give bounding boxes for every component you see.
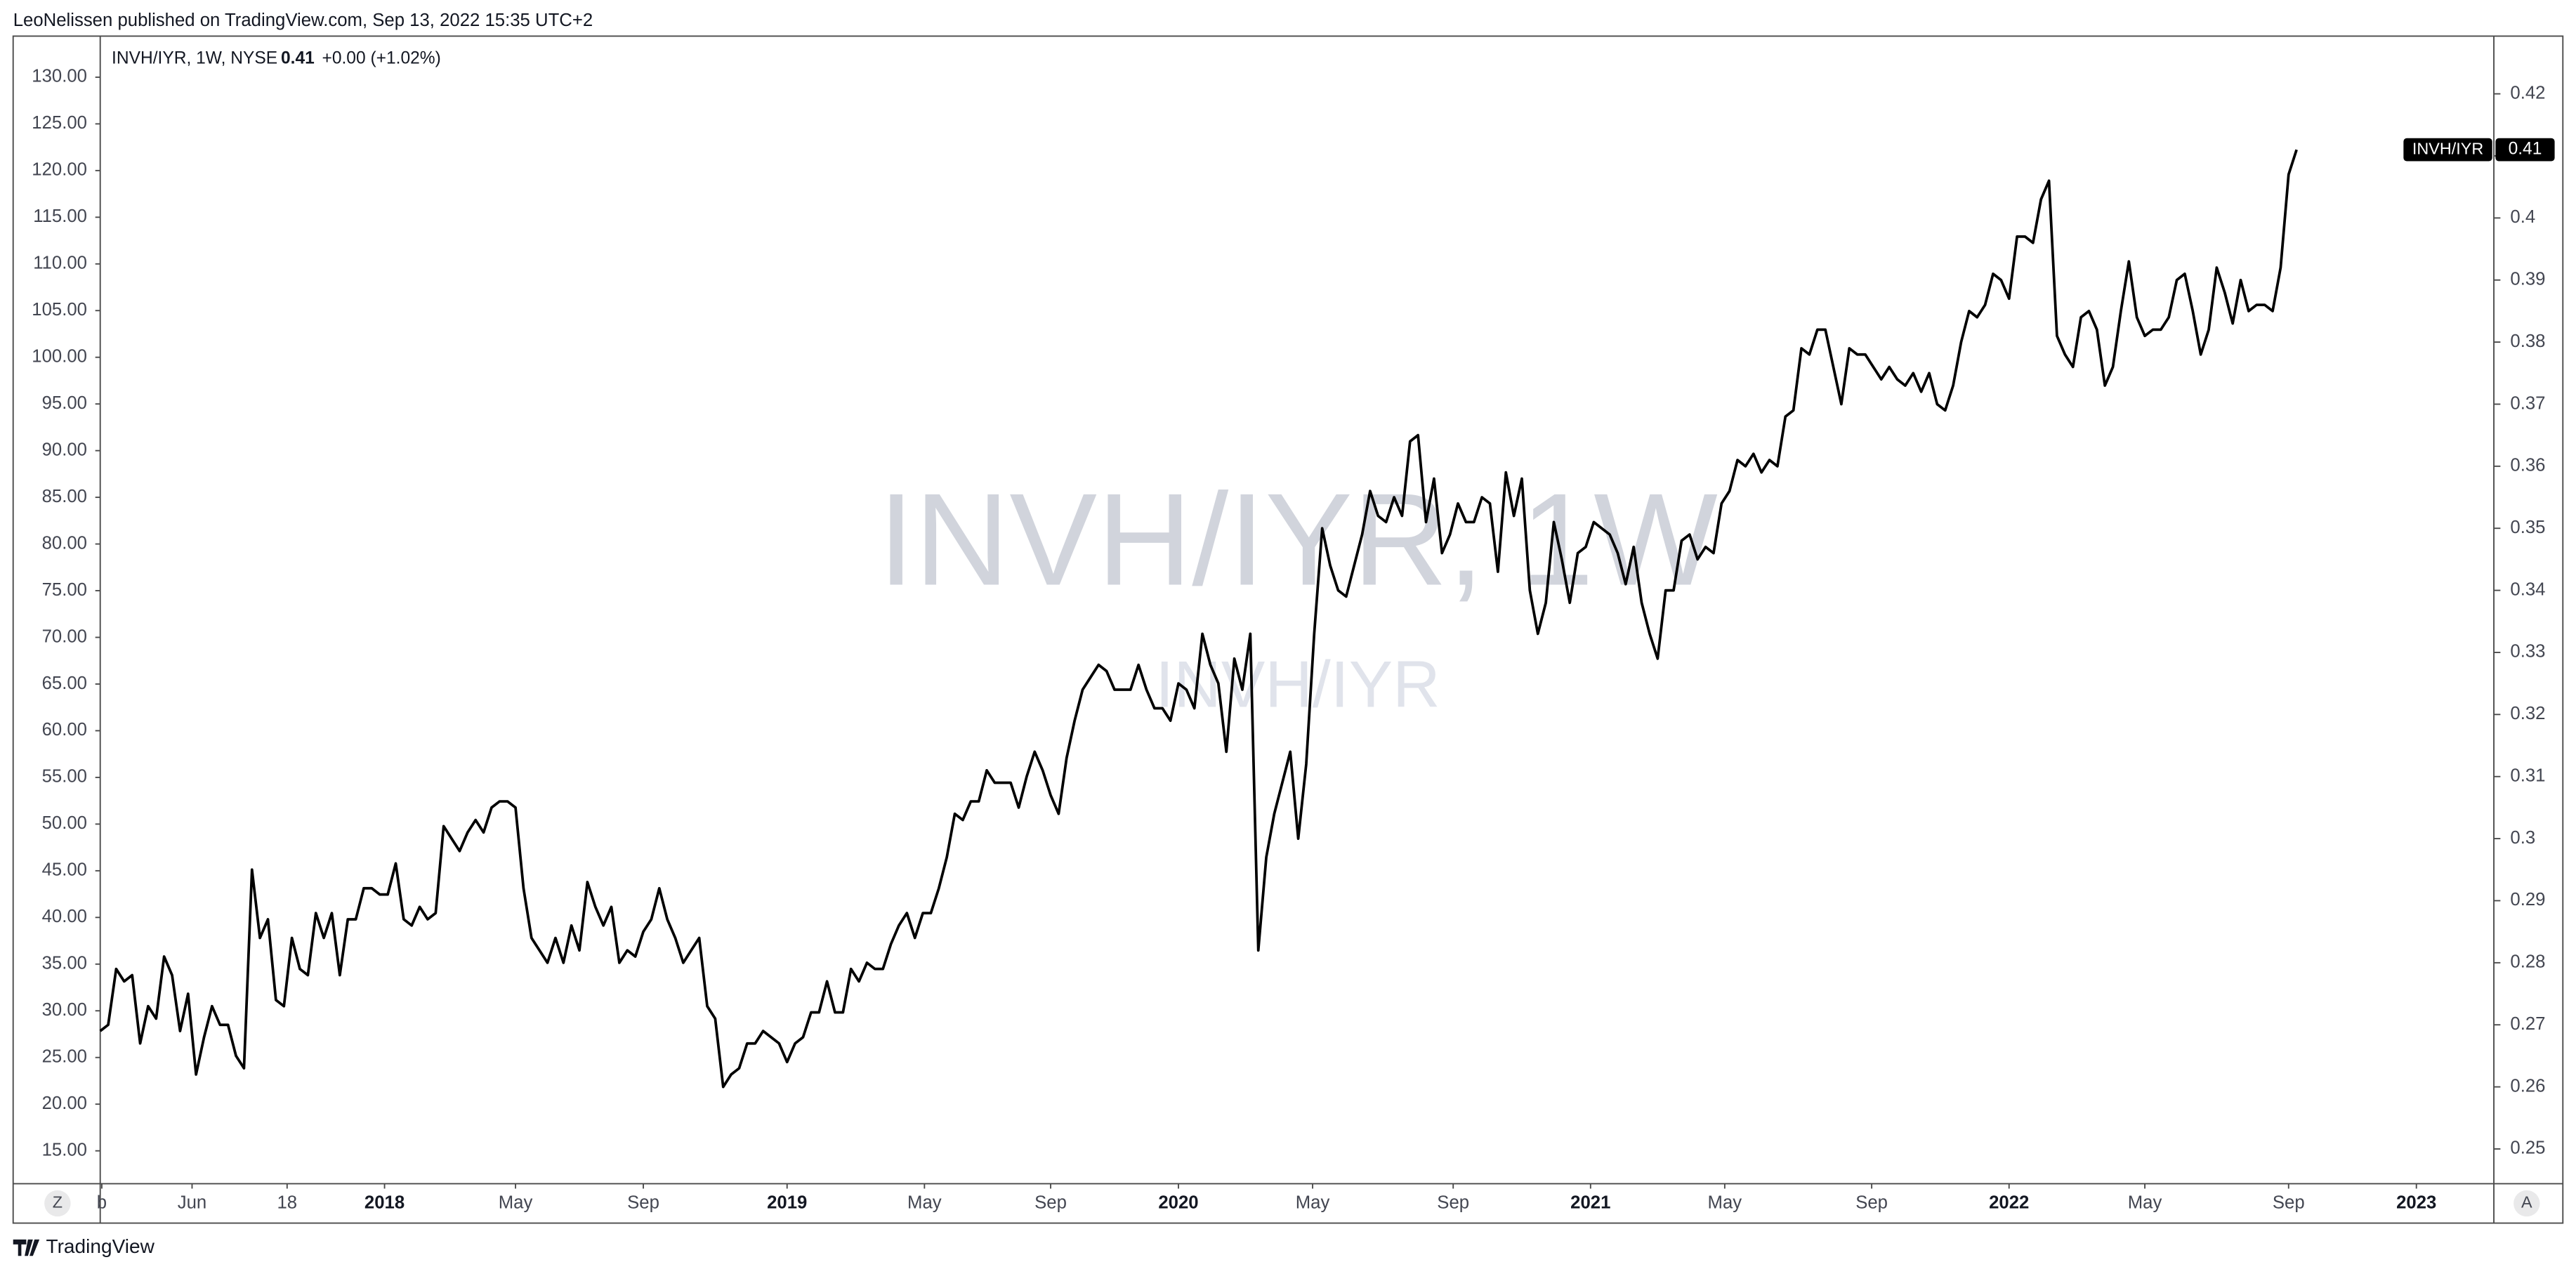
y2-tick-label: 105.00 <box>32 300 87 320</box>
y2-tick-label: 35.00 <box>42 954 87 973</box>
auto-button[interactable]: A <box>2513 1190 2540 1217</box>
x-tick-label: 2021 <box>1570 1193 1610 1212</box>
x-tick-label: Sep <box>2273 1193 2305 1212</box>
x-tick-label: Sep <box>1437 1193 1469 1212</box>
y2-tick-label: 60.00 <box>42 720 87 740</box>
y2-tick-label: 115.00 <box>33 206 87 226</box>
y2-tick-label: 15.00 <box>42 1140 87 1160</box>
y2-tick-label: 130.00 <box>32 67 87 86</box>
x-tick-label: 2022 <box>1989 1193 2029 1212</box>
price-line <box>99 149 2298 1089</box>
x-tick-label: May <box>1296 1193 1330 1212</box>
y2-tick-label: 75.00 <box>42 580 87 600</box>
y-tick-label: 0.34 <box>2510 579 2545 599</box>
x-tick-label: Sep <box>1855 1193 1888 1212</box>
y-tick-label: 0.28 <box>2510 952 2545 972</box>
y-tick-label: 0.33 <box>2510 642 2545 662</box>
price-tag-name-bg <box>2403 138 2492 162</box>
y2-tick-label: 50.00 <box>42 813 87 833</box>
x-tick-label: b <box>97 1193 107 1212</box>
x-tick-label: Jun <box>178 1193 206 1212</box>
y2-tick-label: 20.00 <box>42 1094 87 1113</box>
y2-tick-label: 100.00 <box>32 347 87 367</box>
y-tick-label: 0.27 <box>2510 1014 2545 1034</box>
y-tick-label: 0.42 <box>2510 83 2545 103</box>
y2-tick-label: 125.00 <box>32 113 87 133</box>
y2-tick-label: 65.00 <box>42 674 87 693</box>
y2-tick-label: 120.00 <box>32 160 87 180</box>
x-tick-label: May <box>499 1193 533 1212</box>
y-tick-label: 0.39 <box>2510 270 2545 289</box>
watermark: INVH/IYR, 1W <box>878 466 1718 613</box>
x-tick-label: Sep <box>1034 1193 1067 1212</box>
y-tick-label: 0.29 <box>2510 890 2545 909</box>
y-tick-label: 0.32 <box>2510 704 2545 723</box>
y2-tick-label: 95.00 <box>42 393 87 413</box>
y-tick-label: 0.38 <box>2510 331 2545 351</box>
y2-tick-label: 45.00 <box>42 860 87 880</box>
legend-last: 0.41 <box>281 49 315 68</box>
publish-header: LeoNelissen published on TradingView.com… <box>13 11 593 30</box>
y2-tick-label: 25.00 <box>42 1047 87 1067</box>
chart-frame <box>12 35 2564 1224</box>
y2-tick-label: 110.00 <box>33 254 87 273</box>
y-tick-label: 0.3 <box>2510 828 2535 848</box>
y-tick-label: 0.25 <box>2510 1138 2545 1158</box>
y2-tick-label: 55.00 <box>42 767 87 787</box>
y2-tick-label: 70.00 <box>42 626 87 646</box>
y2-tick-label: 80.00 <box>42 533 87 553</box>
y2-tick-label: 30.00 <box>42 1000 87 1020</box>
button-bg[interactable] <box>2513 1190 2540 1217</box>
legend-symbol: INVH/IYR, 1W, NYSE <box>112 49 277 68</box>
x-tick-label: 2023 <box>2396 1193 2436 1212</box>
button-label[interactable]: A <box>2521 1193 2532 1211</box>
y-tick-label: 0.37 <box>2510 393 2545 413</box>
button-bg[interactable] <box>44 1190 71 1217</box>
y-tick-label: 0.36 <box>2510 456 2545 475</box>
footer-brand: TradingView <box>46 1235 155 1257</box>
y2-tick-label: 40.00 <box>42 907 87 926</box>
y2-tick-label: 90.00 <box>42 440 87 459</box>
y-tick-label: 0.35 <box>2510 518 2545 537</box>
x-tick-label: Sep <box>627 1193 659 1212</box>
y2-tick-label: 85.00 <box>42 487 87 506</box>
price-tag-value: 0.41 <box>2509 140 2542 159</box>
y-tick-label: 0.31 <box>2510 766 2545 786</box>
price-tag-name: INVH/IYR <box>2412 139 2483 157</box>
button-label[interactable]: Z <box>53 1193 63 1211</box>
y-tick-label: 0.4 <box>2510 207 2535 227</box>
footer-logo: TradingView <box>13 1235 155 1257</box>
x-tick-label: May <box>2128 1193 2162 1212</box>
zoom-button[interactable]: Z <box>44 1190 71 1217</box>
y-tick-label: 0.26 <box>2510 1076 2545 1096</box>
x-tick-label: May <box>907 1193 942 1212</box>
watermark-sub: INVH/IYR <box>1155 648 1440 721</box>
logo-icon <box>13 1239 40 1256</box>
price-tag-value-bg <box>2495 138 2555 162</box>
x-tick-label: 18 <box>277 1193 298 1212</box>
x-tick-label: 2020 <box>1158 1193 1198 1212</box>
x-tick-label: 2019 <box>767 1193 807 1212</box>
x-tick-label: 2018 <box>364 1193 405 1212</box>
x-tick-label: May <box>1708 1193 1742 1212</box>
legend-change: +0.00 (+1.02%) <box>322 49 441 68</box>
